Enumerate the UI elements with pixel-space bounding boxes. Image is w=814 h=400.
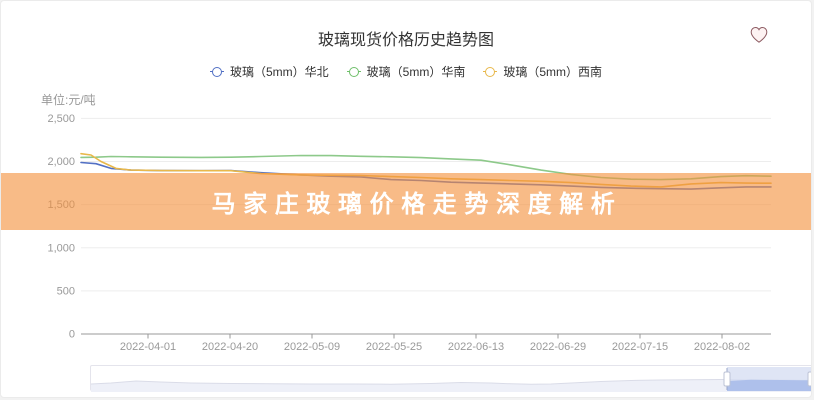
svg-text:500: 500: [57, 286, 75, 298]
svg-text:2022-05-25: 2022-05-25: [366, 341, 422, 353]
svg-text:0: 0: [69, 329, 75, 341]
svg-text:2022-04-01: 2022-04-01: [120, 341, 176, 353]
svg-text:1,000: 1,000: [47, 243, 75, 255]
svg-text:2022-08-02: 2022-08-02: [694, 341, 750, 353]
svg-text:2,000: 2,000: [47, 156, 75, 168]
svg-text:2022-06-29: 2022-06-29: [530, 341, 586, 353]
svg-text:2022-06-13: 2022-06-13: [448, 341, 504, 353]
svg-text:2022-04-20: 2022-04-20: [202, 341, 258, 353]
svg-text:2022-05-09: 2022-05-09: [284, 341, 340, 353]
svg-text:2,500: 2,500: [47, 113, 75, 125]
svg-text:2022-07-15: 2022-07-15: [612, 341, 668, 353]
